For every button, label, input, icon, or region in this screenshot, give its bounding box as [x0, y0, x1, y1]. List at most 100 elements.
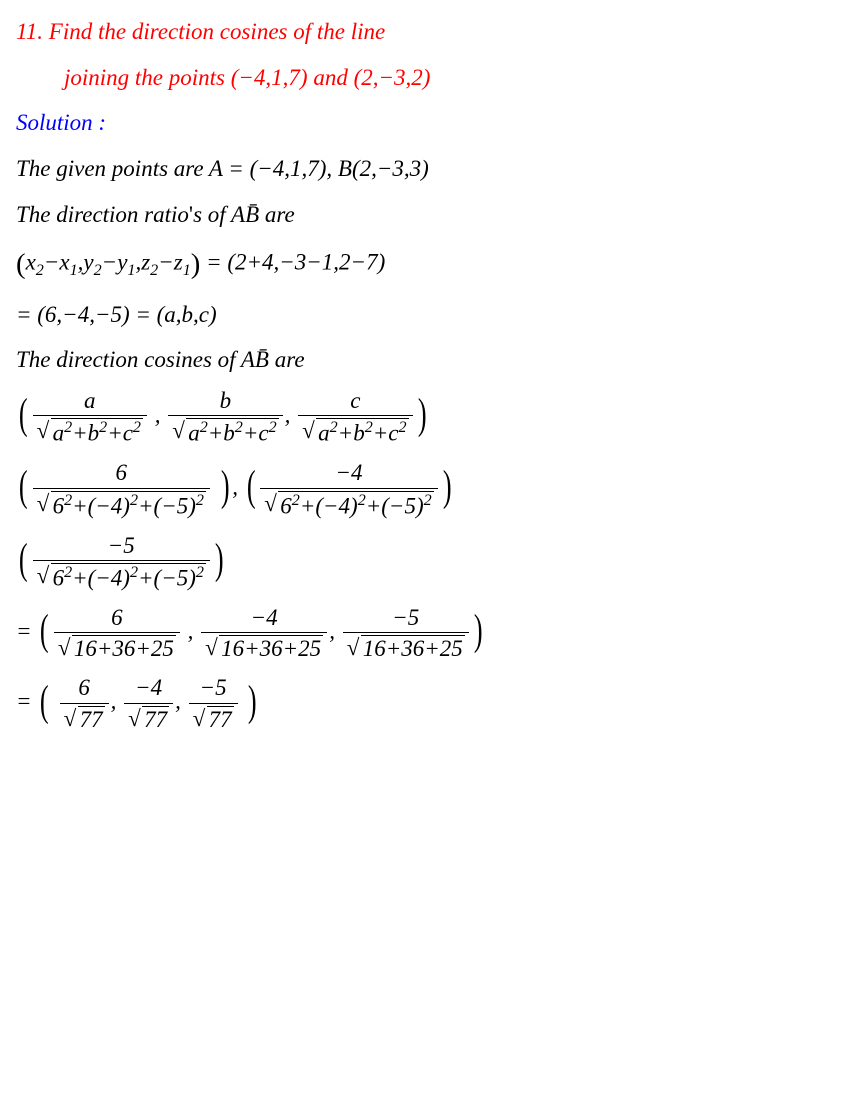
- t: +(−4): [300, 493, 358, 518]
- rparen: ): [248, 677, 257, 725]
- t: 2: [358, 492, 366, 509]
- t: =: [16, 618, 37, 643]
- t: 16+36+25: [72, 635, 176, 661]
- t: −: [158, 250, 174, 275]
- question-line2: joining the points (−4,1,7) and (2,−3,2): [16, 60, 854, 96]
- t: +(−4): [72, 566, 130, 591]
- t: 2: [94, 262, 102, 279]
- ff3: −5 77: [189, 675, 238, 732]
- lparen: (: [247, 462, 256, 510]
- t: 6: [53, 493, 65, 518]
- t: −4: [260, 460, 437, 488]
- t: 2: [235, 419, 243, 436]
- t: 16+36+25: [361, 635, 465, 661]
- t: 1: [183, 262, 191, 279]
- t: +c: [243, 421, 269, 446]
- t: +b: [208, 421, 235, 446]
- frac-b: b a2+b2+c2: [168, 388, 282, 446]
- t: −: [102, 250, 118, 275]
- t: are: [269, 347, 305, 372]
- t: a: [188, 421, 200, 446]
- lparen: (: [19, 462, 28, 510]
- t: 2: [64, 564, 72, 581]
- frac-6: 6 62+(−4)2+(−5)2: [33, 460, 210, 518]
- t: −: [44, 250, 60, 275]
- rparen: ): [443, 462, 452, 510]
- direction-ratio-label: The direction ratio's of AB̄ are: [16, 197, 854, 233]
- frac-m4: −4 62+(−4)2+(−5)2: [260, 460, 437, 518]
- solution-label: Solution :: [16, 105, 854, 141]
- f2: −4 16+36+25: [201, 605, 327, 662]
- t: =: [16, 689, 37, 714]
- t: 2: [365, 419, 373, 436]
- t: 2: [130, 564, 138, 581]
- lparen: (: [19, 390, 28, 438]
- substituted-row1: ( 6 62+(−4)2+(−5)2 ), ( −4 62+(−4)2+(−5)…: [16, 460, 854, 518]
- t: −5: [343, 605, 469, 633]
- lparen: (: [16, 248, 26, 280]
- ff2: −4 77: [124, 675, 173, 732]
- final-row: = ( 6 77 , −4 77 , −5 77 ): [16, 675, 854, 732]
- t: −5: [189, 675, 238, 703]
- t: The direction ratio: [16, 202, 189, 227]
- t: y: [117, 250, 127, 275]
- t: x: [59, 250, 69, 275]
- rparen: ): [215, 535, 224, 583]
- t: 2: [196, 564, 204, 581]
- direction-ratio-result: = (6,−4,−5) = (a,b,c): [16, 297, 854, 333]
- t: 2: [330, 419, 338, 436]
- ff1: 6 77: [60, 675, 109, 732]
- t: 2: [64, 492, 72, 509]
- t: B̄: [255, 347, 269, 372]
- t: +b: [338, 421, 365, 446]
- t: 2: [133, 419, 141, 436]
- t: 2: [196, 492, 204, 509]
- t: c: [298, 388, 412, 416]
- t: −5: [33, 533, 210, 561]
- t: 77: [78, 706, 105, 732]
- t: 2: [292, 492, 300, 509]
- t: 2: [424, 492, 432, 509]
- direction-ratio-eq: (x2−x1,y2−y1,z2−z1) = (2+4,−3−1,2−7): [16, 242, 854, 287]
- given-points: The given points are A = (−4,1,7), B(2,−…: [16, 151, 854, 187]
- t: +(−5): [366, 493, 424, 518]
- simplified-row: = ( 6 16+36+25 , −4 16+36+25 , −5 16+36+…: [16, 605, 854, 662]
- t: 77: [142, 706, 169, 732]
- rparen: ): [191, 248, 201, 280]
- t: a: [53, 421, 65, 446]
- t: z: [141, 250, 150, 275]
- t: +c: [373, 421, 399, 446]
- t: 2: [64, 419, 72, 436]
- t: +c: [107, 421, 133, 446]
- t: a: [33, 388, 147, 416]
- t: b: [168, 388, 282, 416]
- t: +(−5): [138, 493, 196, 518]
- question-line1: 11. Find the direction cosines of the li…: [16, 14, 854, 50]
- t: a: [318, 421, 330, 446]
- t: = (2+4,−3−1,2−7): [200, 250, 385, 275]
- t: 1: [70, 262, 78, 279]
- t: +(−5): [138, 566, 196, 591]
- t: s of A: [193, 202, 245, 227]
- t: 2: [99, 419, 107, 436]
- t: x: [26, 250, 36, 275]
- t: 6: [54, 605, 180, 633]
- t: B̄: [245, 202, 259, 227]
- frac-m5: −5 62+(−4)2+(−5)2: [33, 533, 210, 591]
- t: 6: [33, 460, 210, 488]
- frac-a: a a2+b2+c2: [33, 388, 147, 446]
- t: +b: [72, 421, 99, 446]
- rparen: ): [474, 606, 483, 654]
- t: −4: [201, 605, 327, 633]
- t: 77: [207, 706, 234, 732]
- t: 16+36+25: [219, 635, 323, 661]
- t: 6: [53, 566, 65, 591]
- t: 2: [269, 419, 277, 436]
- t: 6: [60, 675, 109, 703]
- t: +(−4): [72, 493, 130, 518]
- t: The direction cosines of A: [16, 347, 255, 372]
- t: −4: [124, 675, 173, 703]
- t: 2: [200, 419, 208, 436]
- direction-cosine-formula: ( a a2+b2+c2 , b a2+b2+c2 , c a2+b2+c2 ): [16, 388, 854, 446]
- substituted-row2: ( −5 62+(−4)2+(−5)2 ): [16, 533, 854, 591]
